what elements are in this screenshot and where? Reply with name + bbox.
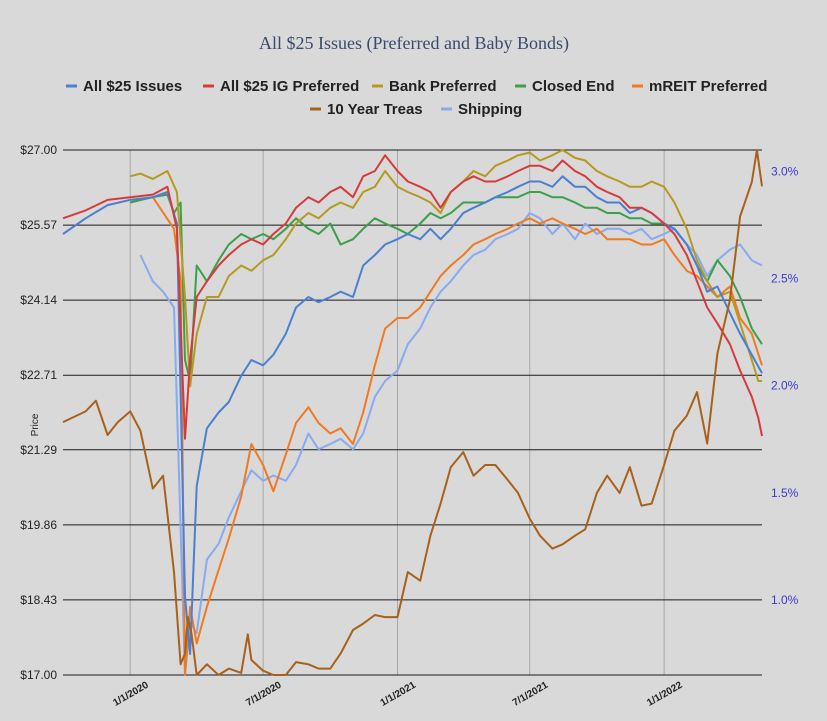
legend: All $25 Issues All $25 IG Preferred Bank P… — [66, 78, 767, 118]
y2-tick-label: 2.0% — [771, 379, 799, 393]
legend-label: 10 Year Treas — [327, 101, 423, 118]
series-line-all-25-ig-preferred — [62, 154, 763, 440]
legend-label: Bank Preferred — [389, 78, 497, 95]
series-line-shipping — [139, 212, 763, 676]
y-tick-label: $19.86 — [20, 518, 57, 532]
series-line-10-year-treas — [62, 149, 763, 676]
legend-label: Closed End — [532, 78, 615, 95]
y-axis-label: Price — [30, 413, 41, 436]
series-line-closed-end — [129, 191, 763, 382]
legend-label: All $25 IG Preferred — [220, 78, 359, 95]
y-tick-label: $25.57 — [20, 218, 57, 232]
series-line-bank-preferred — [129, 149, 762, 388]
series-line-mreit-preferred — [129, 196, 763, 676]
y2-tick-label: 3.0% — [771, 164, 799, 178]
y-tick-label: $24.14 — [20, 293, 57, 307]
legend-label: All $25 Issues — [83, 78, 182, 95]
chart-title: All $25 Issues (Preferred and Baby Bonds… — [259, 33, 569, 54]
y-tick-label: $21.29 — [20, 443, 57, 457]
y-tick-label: $18.43 — [20, 593, 57, 607]
y-tick-label: $22.71 — [20, 368, 57, 382]
y2-tick-label: 1.5% — [771, 486, 799, 500]
series-layer — [62, 149, 763, 676]
legend-label: Shipping — [458, 101, 522, 118]
y-tick-label: $27.00 — [20, 143, 57, 157]
legend-label: mREIT Preferred — [649, 78, 767, 95]
y-tick-label: $17.00 — [20, 668, 57, 682]
y2-tick-label: 2.5% — [771, 272, 799, 286]
y2-tick-label: 1.0% — [771, 593, 799, 607]
